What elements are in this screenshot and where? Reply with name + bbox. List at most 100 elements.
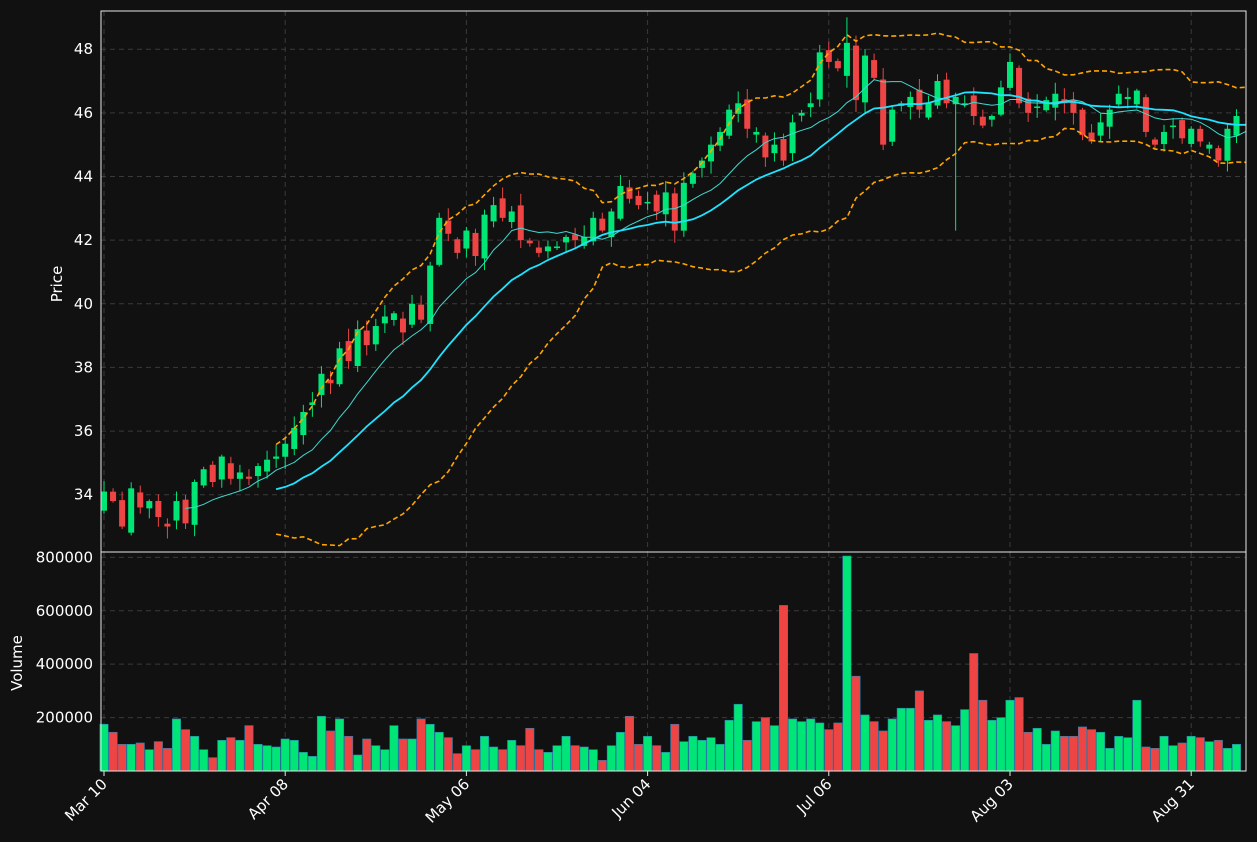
volume-bar: [380, 749, 390, 772]
overlay-lines: [185, 32, 1246, 547]
volume-bar: [896, 707, 906, 772]
candle-body: [644, 201, 651, 204]
volume-bar: [996, 717, 1006, 772]
sma-fast-line: [185, 79, 1246, 509]
volume-tick-label: 400000: [36, 655, 93, 673]
candle-body: [1133, 90, 1140, 105]
candle-body: [300, 411, 307, 436]
candle-body: [807, 103, 814, 108]
candle-body: [218, 456, 225, 480]
candle-body: [1170, 125, 1177, 128]
volume-bar: [1204, 741, 1214, 772]
candle-body: [1007, 61, 1013, 88]
volume-bar: [171, 718, 181, 772]
candle-body: [381, 316, 388, 324]
volume-bar: [126, 743, 136, 772]
volume-panel-frame: [100, 551, 1247, 772]
candle-body: [544, 246, 551, 252]
volume-bar: [525, 727, 535, 772]
volume-bar: [226, 737, 236, 772]
volume-bar: [760, 717, 770, 772]
candle-body: [961, 103, 968, 105]
price-tick-label: 34: [74, 486, 93, 504]
price-tick-label: 38: [74, 358, 93, 376]
volume-bar: [715, 743, 725, 772]
candle-body: [490, 205, 497, 222]
candle-body: [164, 523, 171, 527]
candle-body: [599, 218, 606, 231]
candle-body: [581, 236, 588, 246]
candle-body: [680, 182, 687, 231]
candle-body: [590, 217, 597, 242]
candle-body: [1016, 67, 1023, 104]
volume-bar: [824, 729, 834, 772]
volume-bar: [561, 735, 571, 772]
candle-body: [934, 81, 941, 106]
candle-body: [862, 55, 869, 103]
volume-bar: [1150, 747, 1160, 772]
candle-body: [1052, 93, 1059, 108]
volume-bar: [724, 719, 734, 772]
volume-bar: [208, 757, 218, 772]
volume-bar: [416, 718, 426, 772]
volume-bar: [108, 731, 118, 772]
volume-bar: [951, 725, 961, 772]
price-tick-label: 48: [74, 40, 93, 58]
x-tick-label: May 06: [422, 775, 474, 827]
candle-body: [834, 61, 841, 69]
volume-bar: [842, 555, 852, 772]
volume-bar: [452, 753, 462, 772]
candle-body: [191, 481, 198, 525]
candle-body: [1079, 109, 1086, 136]
candle-body: [626, 187, 633, 199]
volume-bar: [371, 745, 381, 772]
volume-bar: [1041, 743, 1051, 772]
volume-bar: [742, 739, 752, 772]
candle-body: [1142, 97, 1149, 132]
x-tick-label: Apr 08: [244, 775, 292, 823]
volume-bar: [1014, 697, 1024, 772]
volume-bars: [99, 555, 1242, 772]
price-tick-label: 36: [74, 422, 93, 440]
candle-body: [508, 211, 515, 223]
volume-bar: [860, 714, 870, 772]
candle-body: [852, 45, 859, 101]
candle-body: [554, 246, 560, 249]
candle-body: [1233, 116, 1240, 136]
volume-bar: [942, 721, 952, 772]
candle-body: [282, 443, 289, 457]
candle-body: [409, 303, 416, 325]
volume-bar: [1123, 737, 1133, 772]
price-tick-label: 44: [74, 167, 93, 185]
volume-bar: [516, 745, 526, 772]
volume-bar: [543, 752, 553, 772]
candle-body: [236, 472, 243, 479]
volume-bar: [1032, 727, 1042, 772]
candle-body: [481, 214, 488, 259]
volume-bar: [606, 745, 616, 772]
candle-body: [1070, 99, 1077, 113]
volume-bar: [833, 722, 843, 772]
volume-bar: [878, 730, 888, 772]
volume-tick-label: 600000: [36, 602, 93, 620]
volume-bar: [434, 731, 444, 772]
volume-bar: [498, 749, 508, 772]
volume-bar: [461, 745, 471, 772]
volume-bar: [1213, 739, 1223, 772]
candle-body: [363, 330, 370, 346]
candle-body: [146, 501, 153, 509]
volume-bar: [751, 721, 761, 772]
candle-body: [227, 463, 234, 479]
candle-body: [372, 326, 379, 345]
candle-body: [997, 87, 1004, 115]
candle-body: [418, 304, 425, 320]
candle-body: [653, 194, 660, 212]
volume-bar: [923, 719, 933, 772]
volume-bar: [298, 752, 308, 772]
volume-bar: [1132, 699, 1142, 772]
candle-body: [943, 79, 950, 104]
candle-body: [1025, 98, 1032, 113]
candle-body: [535, 247, 542, 253]
volume-bar: [344, 735, 354, 772]
volume-bar: [679, 741, 689, 772]
